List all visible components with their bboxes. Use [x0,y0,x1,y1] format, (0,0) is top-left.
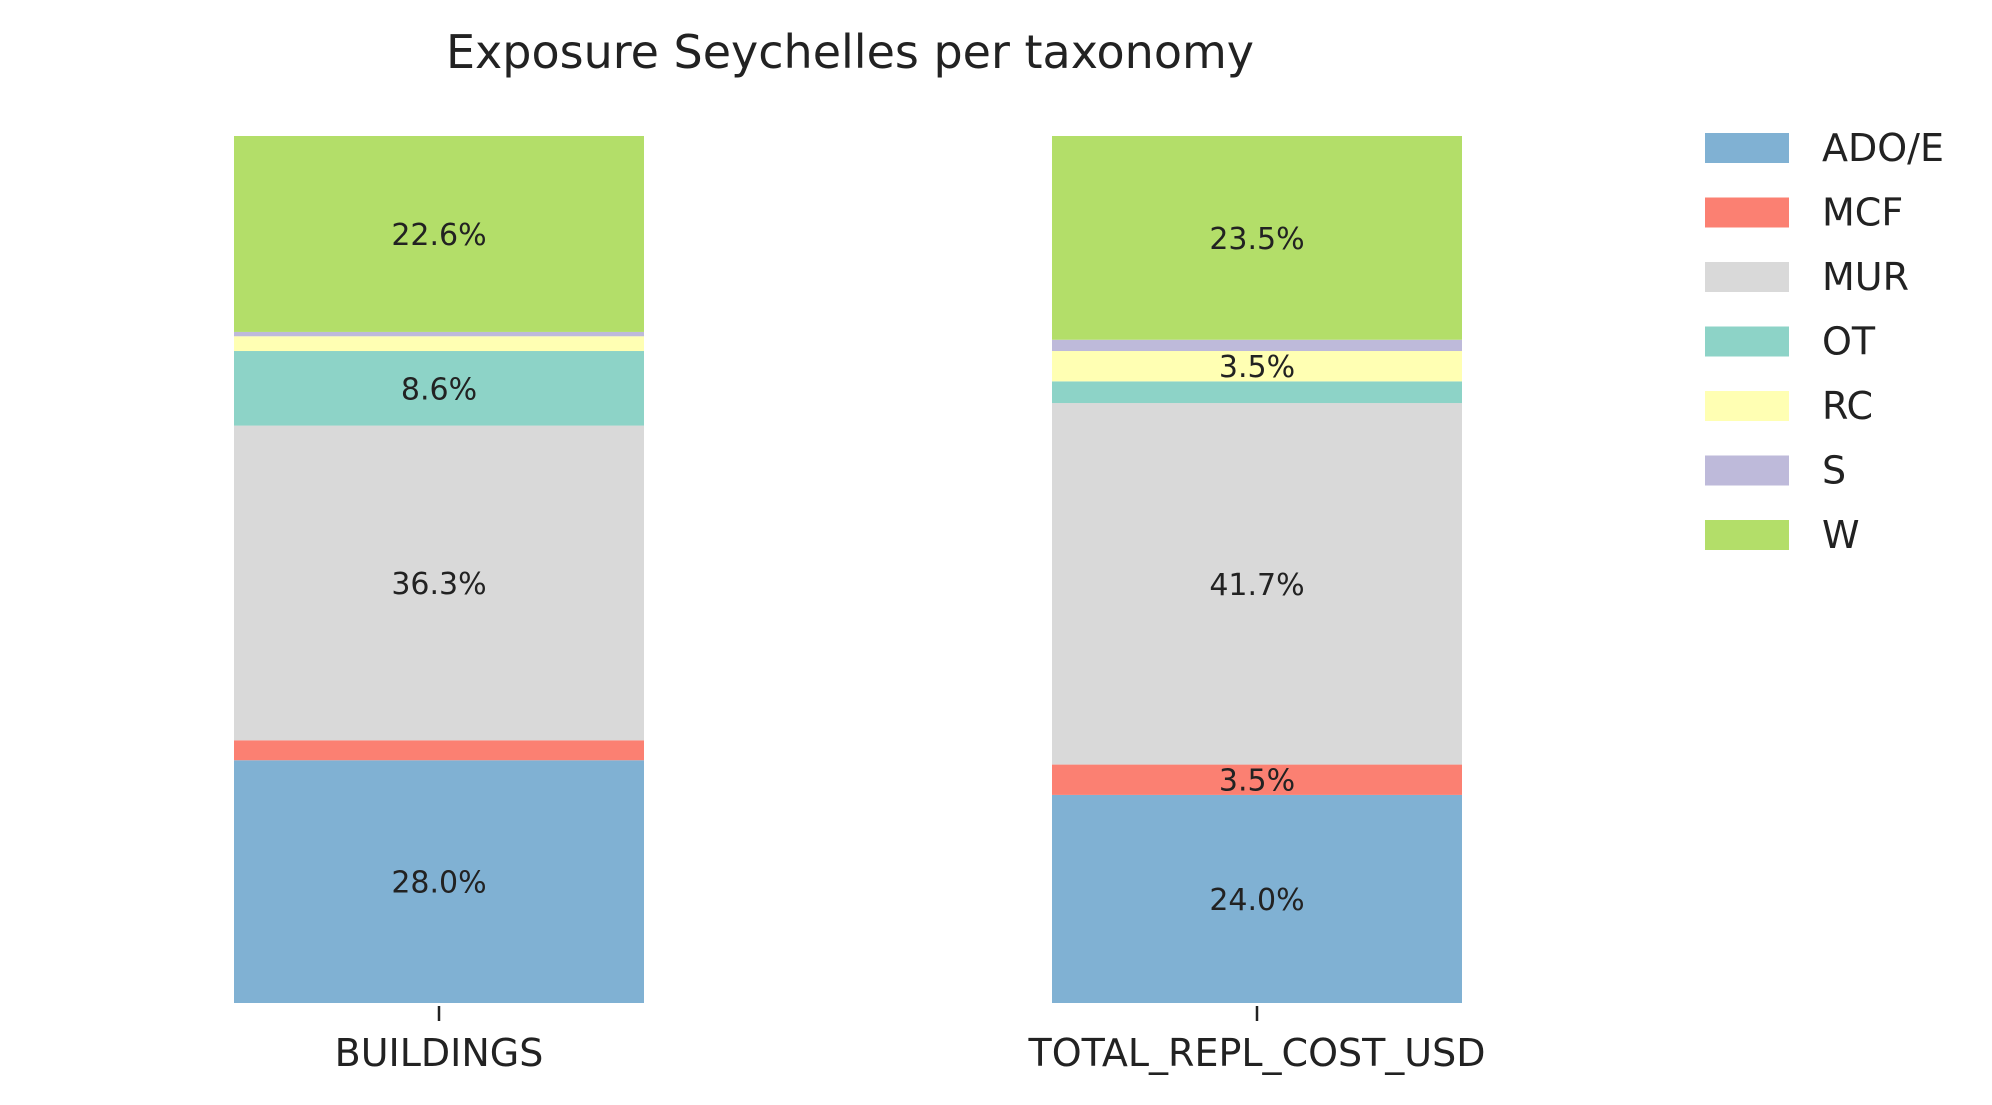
legend-label-s: S [1822,449,1846,493]
bar-segment-total-repl-cost-usd-s [1052,339,1462,352]
data-label-buildings-ado-e: 28.0% [391,866,486,901]
bar-segment-buildings-w [234,136,644,332]
bar-segment-buildings-ot [234,351,644,426]
legend-label-mcf: MCF [1822,191,1903,235]
bar-segment-total-repl-cost-usd-ot [1052,381,1462,404]
legend-swatch-ot [1705,326,1789,357]
bars-layer: 28.0% 36.3% 8.6% 22.6% 24.0% 3.5% 41.7% 3.5% 23.… [234,136,1462,1003]
legend-swatch-rc [1705,391,1789,421]
legend-swatch-w [1705,520,1789,550]
legend-swatch-mcf [1705,197,1789,228]
data-label-total-repl-cost-usd-mur: 41.7% [1209,568,1304,603]
bar-segment-buildings-rc [234,336,644,352]
legend-label-w: W [1822,513,1860,557]
x-tick-label-total-repl-cost-usd: TOTAL_REPL_COST_USD [1027,1031,1485,1075]
data-label-total-repl-cost-usd-w: 23.5% [1209,222,1304,257]
legend-label-ot: OT [1822,320,1876,364]
data-label-buildings-ot: 8.6% [401,372,477,407]
data-label-total-repl-cost-usd-mcf: 3.5% [1219,764,1295,799]
legend-swatch-ado-e [1705,133,1789,163]
data-label-buildings-mur: 36.3% [391,567,486,602]
bar-segment-total-repl-cost-usd-mcf [1052,764,1462,795]
bar-segment-buildings-ado-e [234,760,644,1003]
bar-segment-total-repl-cost-usd-ado-e [1052,794,1462,1003]
bar-segment-buildings-mur [234,425,644,741]
bar-segment-total-repl-cost-usd-w [1052,136,1462,340]
bar-segment-total-repl-cost-usd-rc [1052,351,1462,382]
legend-label-mur: MUR [1822,255,1909,299]
bar-segment-buildings-mcf [234,740,644,761]
bar-segment-total-repl-cost-usd-mur [1052,403,1462,765]
legend-swatch-mur [1705,262,1789,292]
data-label-buildings-w: 22.6% [391,218,486,253]
chart-title: Exposure Seychelles per taxonomy [446,25,1254,79]
legend-label-ado-e: ADO/E [1822,126,1944,170]
x-tick-label-buildings: BUILDINGS [335,1031,544,1075]
legend-swatch-s [1705,455,1789,486]
legend-label-rc: RC [1822,384,1873,428]
data-label-total-repl-cost-usd-ado-e: 24.0% [1209,883,1304,918]
legend: ADO/E MCF MUR OT RC SW [1705,126,1944,557]
bar-segment-buildings-s [234,331,644,337]
data-label-total-repl-cost-usd-rc: 3.5% [1219,350,1295,385]
x-axis: BUILDINGS TOTAL_REPL_COST_USD [335,1006,1486,1075]
